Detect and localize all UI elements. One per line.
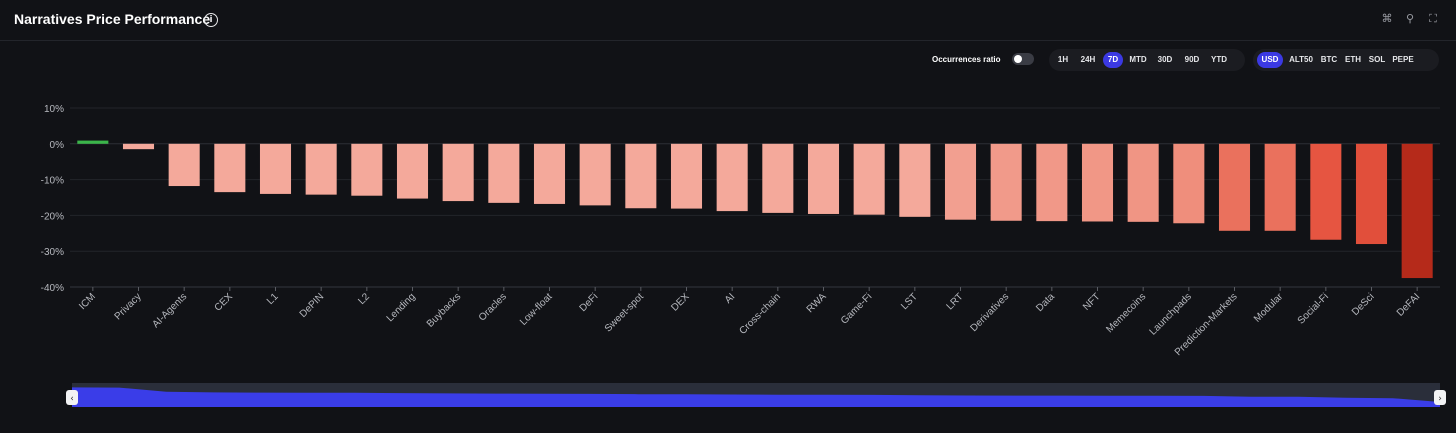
bar-icm[interactable] [77,140,109,144]
info-icon[interactable]: i [204,13,218,27]
x-tick-label: Sweet-spot [603,291,646,334]
x-tick-label: Oracles [477,291,509,323]
chevron-right-icon: › [1438,394,1442,404]
timeframe-pill-mtd[interactable]: MTD [1129,55,1147,64]
currency-selector: USD ALT50 BTC ETH SOL PEPE [1253,49,1439,71]
x-tick-label: Low-float [518,291,555,328]
x-tick-label: Privacy [113,291,144,322]
slider-handle-right[interactable] [1434,390,1446,405]
timeframe-pill-7d[interactable]: 7D [1103,52,1123,68]
x-tick-label: L2 [356,291,372,307]
occurrences-ratio-toggle[interactable] [1012,53,1034,65]
y-tick-label: 0% [50,140,65,151]
bar-sweet-spot[interactable] [625,143,657,209]
x-tick-label: L1 [265,291,281,307]
bar-launchpads[interactable] [1173,143,1205,224]
x-tick-label: CEX [213,291,236,314]
currency-pill-usd[interactable]: USD [1257,52,1283,68]
bar-defai[interactable] [1401,143,1433,279]
x-tick-label: DePIN [298,291,327,320]
occurrences-ratio-label: Occurrences ratio [932,55,1001,64]
bar-oracles[interactable] [488,143,520,203]
x-tick-label: Memecoins [1104,291,1148,335]
currency-pill-alt50[interactable]: ALT50 [1289,55,1313,64]
chevron-left-icon: ‹ [70,394,74,404]
bar-privacy[interactable] [122,143,155,150]
bar-depin[interactable] [305,143,337,195]
x-tick-label: ICM [77,291,98,312]
x-tick-label: DEX [669,291,692,314]
x-tick-label: DeFi [578,291,601,314]
y-tick-label: -30% [41,247,64,258]
bar-lending[interactable] [396,143,429,199]
slider-handle-left[interactable] [66,390,78,405]
bar-prediction-markets[interactable] [1218,143,1251,231]
x-tick-label: Lending [385,291,418,324]
currency-pill-eth[interactable]: ETH [1345,55,1361,64]
bar-modular[interactable] [1264,143,1296,231]
bar-memecoins[interactable] [1127,143,1159,222]
bar-buybacks[interactable] [442,143,474,202]
bar-desci[interactable] [1355,143,1388,245]
y-tick-label: -10% [41,176,64,187]
x-tick-label: DeFAI [1395,291,1422,318]
share-icon[interactable]: ⌘ [1381,12,1393,25]
toggle-knob [1014,55,1022,63]
bar-ai-agents[interactable] [168,143,200,187]
timeframe-pill-30d[interactable]: 30D [1157,55,1173,64]
x-tick-label: Buybacks [425,291,463,329]
timeframe-selector: 1H 24H 7D MTD 30D 90D YTD [1049,49,1245,71]
currency-pill-btc[interactable]: BTC [1320,55,1338,64]
x-tick-label: AI-Agents [150,291,189,330]
x-tick-label: RWA [805,291,829,315]
x-tick-label: LST [899,291,920,312]
bar-l2[interactable] [351,143,383,196]
bar-ai[interactable] [716,143,748,212]
bar-lrt[interactable] [944,143,977,220]
timeframe-pill-24h[interactable]: 24H [1080,55,1096,64]
bar-low-float[interactable] [533,143,566,204]
bar-rwa[interactable] [807,143,840,214]
y-tick-label: -40% [41,283,64,294]
bar-dex[interactable] [670,143,703,209]
x-tick-label: Cross-chain [737,291,783,337]
x-tick-label: Data [1034,291,1057,314]
currency-pill-sol[interactable]: SOL [1368,55,1386,64]
bar-social-fi[interactable] [1310,143,1342,240]
bar-lst[interactable] [899,143,931,217]
slider-area [72,387,1440,407]
bar-l1[interactable] [259,143,292,194]
page-title: Narratives Price Performance [14,11,211,27]
zoom-slider[interactable]: ‹ › [66,383,1446,407]
bar-derivatives[interactable] [990,143,1022,221]
x-tick-label: Game-Fi [839,291,874,326]
x-tick-label: DeSci [1350,291,1377,318]
timeframe-pill-90d[interactable]: 90D [1184,55,1200,64]
fullscreen-icon[interactable]: ⛶ [1429,12,1437,25]
bar-data[interactable] [1036,143,1068,222]
search-icon[interactable]: ⚲ [1405,12,1415,25]
timeframe-pill-1h[interactable]: 1H [1057,55,1069,64]
bar-nft[interactable] [1081,143,1114,222]
x-tick-label: Modular [1252,291,1286,325]
x-tick-label: Launchpads [1148,291,1194,337]
x-tick-label: Derivatives [969,291,1012,334]
bar-game-fi[interactable] [853,143,885,215]
timeframe-pill-ytd[interactable]: YTD [1211,55,1227,64]
x-tick-label: NFT [1081,291,1103,313]
bar-cex[interactable] [214,143,246,193]
y-tick-label: -20% [41,211,64,222]
currency-pill-pepe[interactable]: PEPE [1392,55,1414,64]
header: Narratives Price Performance i ⌘ ⚲ ⛶ [0,0,1456,41]
bar-cross-chain[interactable] [762,143,794,213]
x-tick-label: Social-Fi [1296,291,1331,326]
y-tick-label: 10% [44,104,64,115]
bar-defi[interactable] [579,143,611,206]
x-tick-label: LRT [945,291,966,312]
x-tick-label: AI [723,291,737,305]
